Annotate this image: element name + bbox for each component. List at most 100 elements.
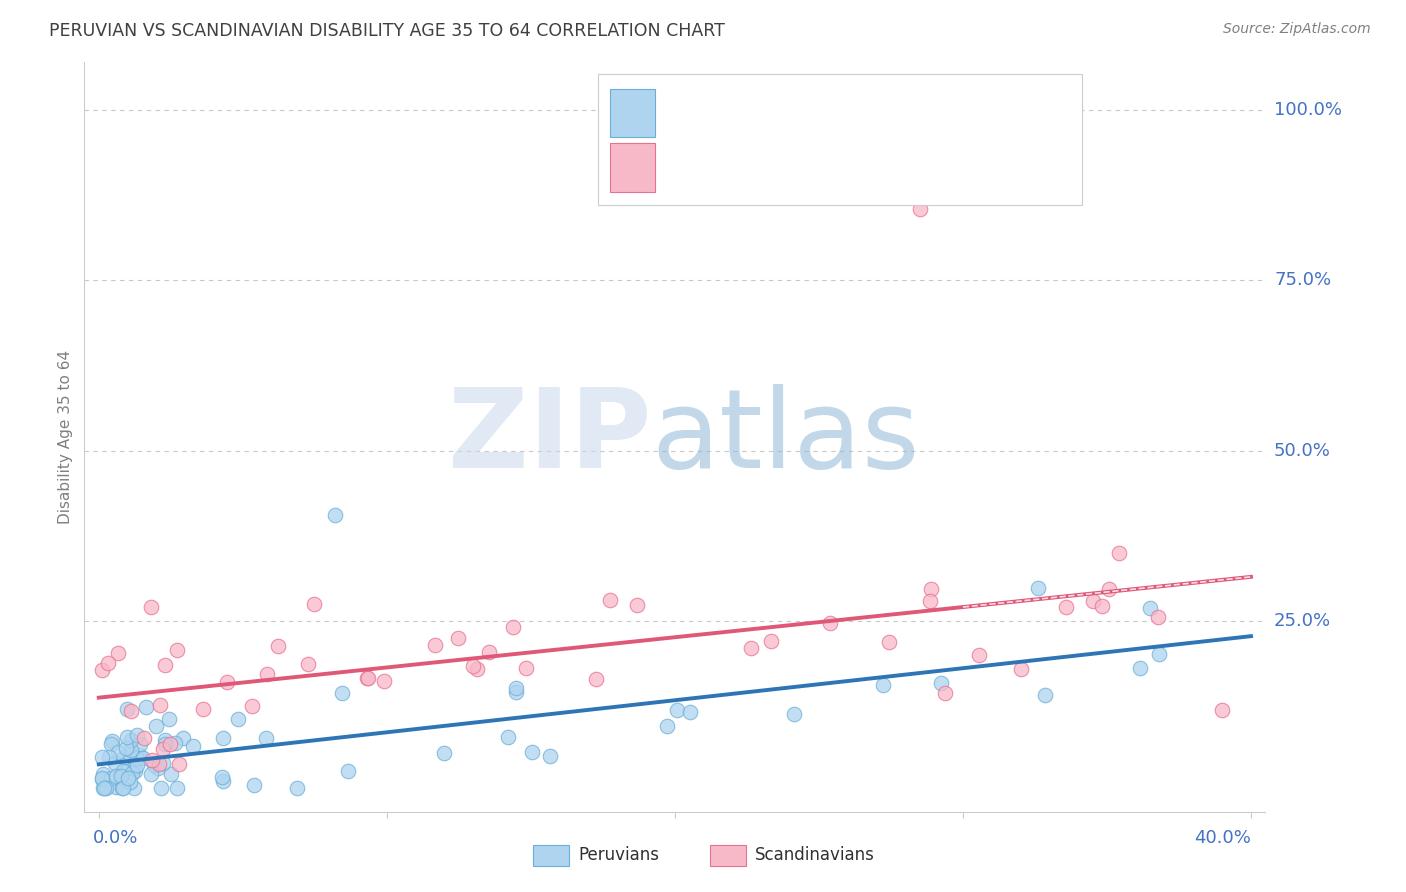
Point: [167, 757, 190, 772]
Point: [665, 703, 688, 717]
Point: [1139, 601, 1161, 615]
Point: [121, 766, 143, 780]
Point: [149, 698, 172, 712]
Text: 40.0%: 40.0%: [1194, 829, 1251, 847]
Point: [599, 592, 621, 607]
Point: [1010, 662, 1032, 676]
Point: [1108, 546, 1130, 560]
Point: [761, 634, 783, 648]
Point: [101, 734, 124, 748]
Point: [657, 719, 679, 733]
Point: [496, 730, 519, 744]
Point: [181, 739, 204, 754]
Point: [127, 728, 149, 742]
Point: [502, 620, 524, 634]
FancyBboxPatch shape: [610, 88, 655, 137]
Point: [146, 761, 169, 775]
Point: [465, 662, 488, 676]
Text: R = 0.460   N = 81: R = 0.460 N = 81: [669, 103, 858, 121]
Point: [141, 753, 163, 767]
Point: [323, 508, 346, 523]
Point: [155, 732, 177, 747]
Point: [121, 743, 143, 757]
Point: [132, 751, 155, 765]
Text: Peruvians: Peruvians: [578, 847, 659, 864]
Point: [124, 760, 146, 774]
Point: [115, 731, 138, 745]
Point: [135, 699, 157, 714]
Point: [118, 760, 141, 774]
Point: [124, 764, 146, 778]
Point: [159, 737, 181, 751]
Text: atlas: atlas: [651, 384, 920, 491]
Point: [302, 598, 325, 612]
Point: [105, 780, 128, 794]
Point: [538, 749, 561, 764]
Point: [254, 731, 277, 745]
Point: [127, 757, 149, 772]
Point: [172, 731, 194, 745]
Point: [115, 702, 138, 716]
Text: PERUVIAN VS SCANDINAVIAN DISABILITY AGE 35 TO 64 CORRELATION CHART: PERUVIAN VS SCANDINAVIAN DISABILITY AGE …: [49, 22, 725, 40]
Point: [132, 731, 155, 746]
Point: [122, 780, 145, 795]
Text: 25.0%: 25.0%: [1274, 612, 1331, 630]
Point: [256, 667, 278, 681]
Point: [626, 599, 648, 613]
Point: [373, 674, 395, 689]
Point: [107, 646, 129, 660]
Point: [877, 635, 900, 649]
Point: [505, 681, 527, 695]
FancyBboxPatch shape: [610, 144, 655, 192]
Point: [91, 767, 114, 781]
Point: [740, 641, 762, 656]
Point: [110, 769, 132, 783]
Point: [447, 631, 470, 645]
Point: [1147, 647, 1170, 661]
Point: [515, 661, 537, 675]
Text: 100.0%: 100.0%: [1274, 101, 1343, 120]
Point: [1098, 582, 1121, 596]
Point: [148, 757, 170, 772]
Point: [967, 648, 990, 663]
Point: [152, 741, 174, 756]
Point: [920, 582, 942, 597]
Point: [143, 758, 166, 772]
Point: [139, 599, 162, 614]
Point: [120, 704, 142, 718]
Point: [585, 672, 607, 686]
Point: [332, 686, 354, 700]
Point: [211, 771, 233, 785]
Point: [1147, 610, 1170, 624]
Y-axis label: Disability Age 35 to 64: Disability Age 35 to 64: [58, 350, 73, 524]
Point: [166, 780, 188, 795]
Point: [100, 771, 122, 785]
Point: [908, 202, 931, 216]
Point: [96, 780, 118, 795]
Point: [115, 740, 138, 755]
Point: [679, 705, 702, 719]
Point: [461, 659, 484, 673]
Point: [820, 615, 842, 630]
Point: [356, 671, 378, 685]
Point: [127, 751, 149, 765]
Point: [107, 745, 129, 759]
Point: [104, 756, 127, 770]
Point: [1091, 599, 1114, 614]
Point: [1211, 702, 1233, 716]
Point: [159, 767, 181, 781]
Text: Scandinavians: Scandinavians: [755, 847, 875, 864]
Point: [267, 639, 290, 653]
Point: [153, 737, 176, 751]
Point: [163, 736, 186, 750]
Text: Source: ZipAtlas.com: Source: ZipAtlas.com: [1223, 22, 1371, 37]
Point: [934, 686, 956, 700]
Point: [1026, 581, 1049, 595]
Point: [111, 764, 134, 778]
Point: [118, 748, 141, 763]
Point: [111, 780, 134, 795]
Point: [153, 658, 176, 673]
Point: [104, 769, 127, 783]
Point: [91, 780, 114, 795]
FancyBboxPatch shape: [710, 845, 745, 865]
